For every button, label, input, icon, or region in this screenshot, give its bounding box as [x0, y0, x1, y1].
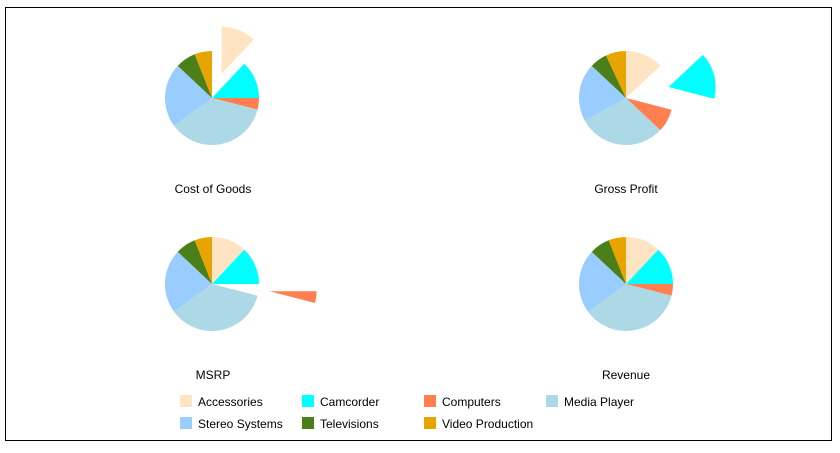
slice-msrp-video-production[interactable] — [194, 237, 212, 284]
legend-swatch-stereo-systems — [180, 417, 192, 429]
slice-cost-of-goods-video-production[interactable] — [194, 51, 212, 98]
legend-swatch-accessories — [180, 395, 192, 407]
legend-label-computers: Computers — [442, 395, 501, 409]
slice-msrp-accessories[interactable] — [212, 237, 245, 284]
slice-gross-profit-accessories[interactable] — [626, 51, 661, 98]
slice-gross-profit-computers[interactable] — [626, 98, 672, 131]
pie-title-revenue: Revenue — [602, 368, 650, 382]
legend: Accessories Camcorder Computers Media Playe… — [180, 395, 634, 431]
slice-revenue-computers[interactable] — [626, 284, 673, 296]
slice-revenue-camcorder[interactable] — [626, 249, 673, 284]
legend-label-televisions: Televisions — [320, 417, 379, 431]
legend-swatch-computers — [424, 395, 436, 407]
slice-msrp-televisions[interactable] — [177, 240, 212, 284]
slice-cost-of-goods-camcorder[interactable] — [212, 63, 259, 98]
legend-item-camcorder[interactable]: Camcorder — [302, 395, 379, 409]
legend-item-accessories[interactable]: Accessories — [180, 395, 263, 409]
slice-msrp-media-player[interactable] — [173, 284, 258, 331]
pie-cost-of-goods: Cost of Goods — [164, 26, 259, 196]
slice-revenue-media-player[interactable] — [587, 284, 672, 331]
slice-gross-profit-video-production[interactable] — [605, 51, 626, 98]
slice-msrp-camcorder[interactable] — [212, 249, 259, 284]
legend-item-stereo-systems[interactable]: Stereo Systems — [180, 417, 283, 431]
slice-gross-profit-media-player[interactable] — [584, 98, 661, 145]
legend-label-media-player: Media Player — [564, 395, 634, 409]
slice-revenue-televisions[interactable] — [591, 240, 626, 284]
slice-revenue-stereo-systems[interactable] — [579, 251, 626, 312]
slice-cost-of-goods-stereo-systems[interactable] — [164, 65, 212, 126]
slice-cost-of-goods-media-player[interactable] — [173, 98, 258, 146]
legend-swatch-camcorder — [302, 395, 314, 407]
legend-swatch-media-player — [546, 395, 558, 407]
pie-title-cost-of-goods: Cost of Goods — [175, 182, 252, 196]
legend-item-media-player[interactable]: Media Player — [546, 395, 634, 409]
slice-msrp-stereo-systems[interactable] — [164, 251, 212, 312]
legend-swatch-video-production — [424, 417, 436, 429]
pie-revenue: Revenue — [579, 237, 673, 382]
slice-revenue-accessories[interactable] — [626, 237, 659, 284]
slice-gross-profit-camcorder[interactable] — [668, 54, 716, 99]
legend-item-video-production[interactable]: Video Production — [424, 417, 533, 431]
slice-revenue-video-production[interactable] — [608, 237, 626, 284]
pie-gross-profit: Gross Profit — [579, 51, 716, 196]
slice-cost-of-goods-accessories[interactable] — [221, 26, 254, 74]
legend-label-stereo-systems: Stereo Systems — [198, 417, 283, 431]
slice-cost-of-goods-computers[interactable] — [212, 98, 259, 110]
legend-label-accessories: Accessories — [198, 395, 263, 409]
pie-title-msrp: MSRP — [196, 368, 231, 382]
slice-gross-profit-televisions[interactable] — [591, 55, 626, 98]
legend-item-computers[interactable]: Computers — [424, 395, 501, 409]
pie-group: Cost of Goods Gross Profit MSRP Revenue — [164, 26, 716, 382]
pie-msrp: MSRP — [164, 237, 317, 382]
legend-label-camcorder: Camcorder — [320, 395, 379, 409]
pie-title-gross-profit: Gross Profit — [594, 182, 658, 196]
slice-msrp-computers[interactable] — [269, 291, 317, 303]
legend-label-video-production: Video Production — [442, 417, 533, 431]
slice-gross-profit-stereo-systems[interactable] — [579, 65, 626, 121]
legend-swatch-televisions — [302, 417, 314, 429]
slice-cost-of-goods-televisions[interactable] — [177, 54, 212, 98]
legend-item-televisions[interactable]: Televisions — [302, 417, 379, 431]
